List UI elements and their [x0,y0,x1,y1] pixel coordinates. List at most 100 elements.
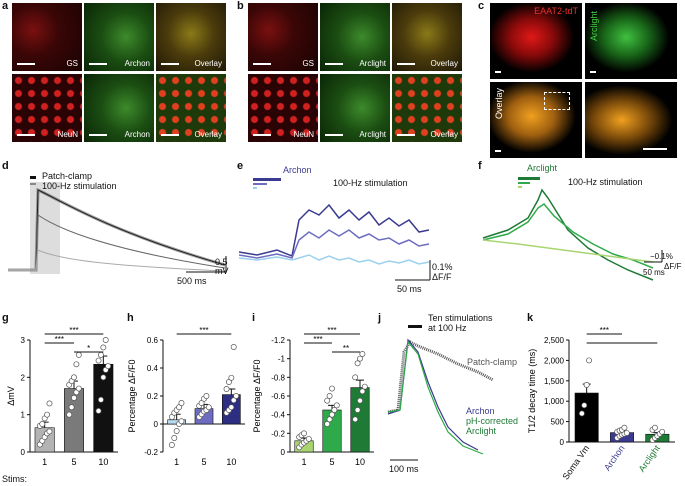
data-point [354,360,361,367]
scale-mv-unit: mV [215,266,229,276]
image-a-overlay: Overlay [156,3,226,71]
data-point [623,430,630,436]
stim-shade [30,182,60,274]
panel-label-a: a [2,0,9,12]
legend-line-10 [253,178,281,181]
y-tick-label: -1 [278,355,286,364]
y-axis-label: Percentage ΔF/F0 [127,359,137,432]
panel-f-plot [482,177,663,281]
data-point [168,442,175,448]
stim-bar [408,325,422,328]
data-point [586,357,593,364]
panel-label-k: k [527,312,534,324]
significance-label: *** [69,326,78,335]
category-label: 1 [42,457,47,467]
panel-e-plot [238,178,431,281]
legend-stim-e: 100-Hz stimulation [333,178,408,188]
data-point [102,337,109,343]
data-point [329,411,335,418]
trace-10-stims [8,189,226,271]
scale-bar [325,134,343,136]
legend-patch-bar [30,176,36,179]
data-point [354,407,361,413]
data-point [361,383,368,390]
y-tick-label: -0.4 [271,411,285,420]
scale-bar [161,134,179,136]
scale-bar [161,63,179,65]
image-b-gs: GS [248,3,318,71]
scale-dff-e: ΔF/F [432,272,452,282]
significance-label: *** [199,326,208,335]
image-b-arclight: Arclight [320,3,390,71]
y-tick-label: 0.6 [147,336,159,345]
data-point [71,374,77,381]
image-c-arclight: Arclight [585,3,677,79]
trace-5-stims [8,214,226,271]
data-point [105,363,112,370]
data-point [578,410,585,417]
legend-arclight: Arclight [527,163,558,173]
scale-bar [89,63,107,65]
y-tick-label: 1 [21,411,26,420]
data-point [659,428,666,435]
label-ph-corrected: pH-corrected [466,416,519,426]
image-c-eaat2: EAAT2-tdT [490,3,582,79]
image-label: Overlay [430,130,458,139]
trace-archon-5 [238,229,430,259]
image-a-overlay-2: Overlay [156,74,226,142]
scale-bar [397,134,415,136]
panel-j-plot [387,325,494,461]
panel-label-c: c [478,0,485,12]
scale-bar [643,148,667,150]
image-label: Overlay [494,88,504,120]
y-tick-label: 0 [281,448,286,457]
y-tick-label: 0 [154,420,159,429]
category-label: 5 [329,457,334,467]
scale-dff-f: ΔF/F [664,262,682,271]
significance-label: * [87,344,90,353]
image-label: Arclight [589,11,599,42]
image-label: NeuN [57,130,78,139]
category-label: 1 [174,457,179,467]
data-point [301,430,307,437]
y-axis-label: Percentage ΔF/F0 [252,359,262,432]
bar [574,392,599,443]
j-title-1: Ten stimulations [428,313,493,323]
zoom-box [544,92,570,110]
data-point [581,402,588,409]
data-point [75,351,82,358]
data-point [46,400,53,407]
data-point [326,393,333,399]
image-a-gs: GS [12,3,82,71]
bar [350,387,370,453]
image-label: Arclight [359,59,386,68]
legend-line-1 [518,186,522,188]
trace-arclight-j [387,340,484,455]
trace-arclight-10 [482,188,654,281]
data-point [95,407,102,414]
y-tick-label: 1,000 [544,397,565,406]
data-point [359,351,366,357]
legend-stim-f: 100-Hz stimulation [568,177,643,187]
legend-patch-clamp: Patch-clamp [42,171,93,181]
category-label: Soma Vm [560,443,591,481]
trace-1-stim [8,249,226,272]
category-label: Arclight [637,443,663,474]
image-b-overlay-2: Overlay [392,74,462,142]
image-b-overlay: Overlay [392,3,462,71]
data-point [331,407,338,413]
data-point [305,435,312,442]
image-label: Archon [124,130,150,139]
trace-archon-1 [238,254,430,265]
scale-bar [397,63,415,65]
data-point [228,374,235,381]
legend-line-5 [518,182,530,184]
y-tick-label: 0.2 [147,392,159,401]
image-c-overlay: Overlay [490,82,582,158]
data-point [66,411,73,418]
category-label: 10 [355,457,365,467]
data-point [357,397,363,404]
scale-bar [495,150,501,152]
y-tick-label: 2,500 [544,336,565,345]
